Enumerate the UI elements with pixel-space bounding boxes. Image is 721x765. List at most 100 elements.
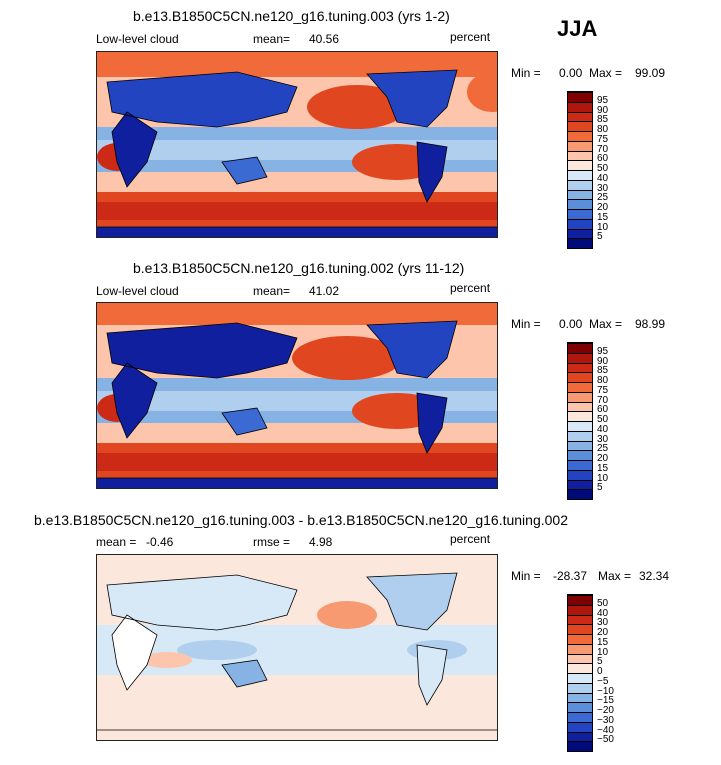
colorbar-swatch (568, 450, 592, 460)
colorbar-tick-label: 25 (597, 443, 609, 455)
colorbar-tick-label: 60 (597, 404, 609, 416)
panel-2-min-label: Min = (511, 317, 541, 331)
panel-1-min-label: Min = (511, 66, 541, 80)
colorbar-swatch (568, 382, 592, 392)
colorbar-tick-label: 90 (597, 104, 609, 116)
colorbar-tick-label: 30 (597, 433, 609, 445)
colorbar-swatch (568, 469, 592, 480)
colorbar-tick-label: 40 (597, 172, 609, 184)
panel-2-units: percent (450, 281, 491, 295)
panel-1-min-value: 0.00 (559, 66, 583, 80)
colorbar-swatch (568, 721, 592, 732)
colorbar-tick-label: 20 (597, 453, 609, 464)
colorbar-swatch (568, 682, 592, 693)
colorbar-swatch (568, 411, 592, 421)
colorbar-tick-label: 25 (597, 192, 609, 204)
colorbar-swatch (568, 634, 592, 644)
colorbar-tick-label: 50 (597, 163, 609, 174)
panel-3-mean-value: -0.46 (146, 535, 174, 549)
colorbar-tick-label: −30 (597, 714, 614, 726)
colorbar-swatch (568, 604, 592, 615)
panel-3-title: b.e13.B1850C5CN.ne120_g16.tuning.003 - b… (34, 512, 568, 528)
colorbar-tick-label: 60 (597, 153, 609, 165)
colorbar-swatch (568, 131, 592, 141)
colorbar-swatch (568, 430, 592, 441)
colorbar-tick-label: 95 (597, 345, 609, 357)
panel-1-max-value: 99.09 (635, 66, 666, 80)
colorbar-swatch (568, 352, 592, 363)
panel-3-rmse-value: 4.98 (309, 535, 333, 549)
colorbar-tick-label: 0 (597, 666, 603, 677)
colorbar-swatch (568, 218, 592, 229)
panel-3-mean-label: mean = (96, 535, 137, 549)
colorbar-tick-label: 85 (597, 365, 609, 377)
colorbar-tick-label: 85 (597, 114, 609, 126)
panel-3-map (96, 554, 498, 741)
colorbar-swatch (568, 228, 592, 239)
panel-1-max-label: Max = (589, 66, 623, 80)
colorbar-swatch (568, 150, 592, 161)
colorbar-swatch (568, 624, 592, 634)
colorbar-tick-label: 15 (597, 462, 609, 474)
colorbar-tick-label: −5 (597, 675, 609, 687)
panel-2-map (96, 302, 498, 489)
colorbar-tick-label: 40 (597, 607, 609, 619)
season-label: JJA (557, 16, 598, 41)
colorbar-tick-label: 50 (597, 414, 609, 425)
panel-1-map (96, 51, 498, 238)
colorbar-tick-label: 75 (597, 384, 609, 396)
colorbar-tick-label: −50 (597, 734, 614, 746)
colorbar-swatch (568, 362, 592, 373)
panel-1-colorbar (567, 91, 593, 249)
panel-1-mean-value: 40.56 (309, 32, 340, 46)
colorbar-swatch (568, 238, 592, 248)
colorbar-tick-label: 95 (597, 94, 609, 106)
colorbar-swatch (568, 479, 592, 490)
colorbar-swatch (568, 653, 592, 664)
colorbar-tick-label: 5 (597, 482, 603, 494)
colorbar-swatch (568, 440, 592, 451)
colorbar-swatch (568, 391, 592, 402)
colorbar-tick-label: 30 (597, 182, 609, 194)
colorbar-tick-label: −15 (597, 695, 614, 707)
colorbar-swatch (568, 209, 592, 219)
colorbar-swatch (568, 140, 592, 151)
panel-2-mean-value: 41.02 (309, 284, 340, 298)
colorbar-swatch (568, 111, 592, 122)
colorbar-swatch (568, 160, 592, 170)
colorbar-swatch (568, 643, 592, 654)
colorbar-swatch (568, 712, 592, 722)
colorbar-tick-label: 10 (597, 472, 609, 484)
colorbar-tick-label: 15 (597, 636, 609, 648)
panel-3-min-value: -28.37 (553, 569, 588, 583)
colorbar-swatch (568, 372, 592, 382)
colorbar-swatch (568, 189, 592, 200)
colorbar-tick-label: 10 (597, 646, 609, 658)
colorbar-tick-label: 30 (597, 617, 609, 629)
colorbar-tick-label: −20 (597, 705, 614, 716)
colorbar-tick-label: 5 (597, 231, 603, 243)
colorbar-swatch (568, 199, 592, 209)
colorbar-swatch (568, 663, 592, 673)
colorbar-tick-label: 15 (597, 211, 609, 223)
colorbar-tick-label: 80 (597, 124, 609, 135)
colorbar-swatch (568, 101, 592, 112)
colorbar-tick-label: 20 (597, 627, 609, 638)
colorbar-tick-label: 5 (597, 656, 603, 668)
colorbar-tick-label: 70 (597, 394, 609, 406)
colorbar-swatch (568, 401, 592, 412)
panel-2-title: b.e13.B1850C5CN.ne120_g16.tuning.002 (yr… (133, 260, 465, 276)
colorbar-swatch (568, 179, 592, 190)
panel-2-variable-label: Low-level cloud (96, 284, 179, 298)
panel-3-colorbar (567, 594, 593, 752)
colorbar-tick-label: 90 (597, 355, 609, 367)
colorbar-swatch (568, 702, 592, 712)
panel-2-max-value: 98.99 (635, 317, 666, 331)
panel-3-min-label: Min = (511, 569, 541, 583)
colorbar-tick-label: 20 (597, 202, 609, 213)
colorbar-swatch (568, 731, 592, 742)
panel-2-colorbar (567, 342, 593, 500)
colorbar-swatch (568, 614, 592, 625)
colorbar-swatch (568, 170, 592, 180)
panel-3-max-label: Max = (598, 569, 632, 583)
